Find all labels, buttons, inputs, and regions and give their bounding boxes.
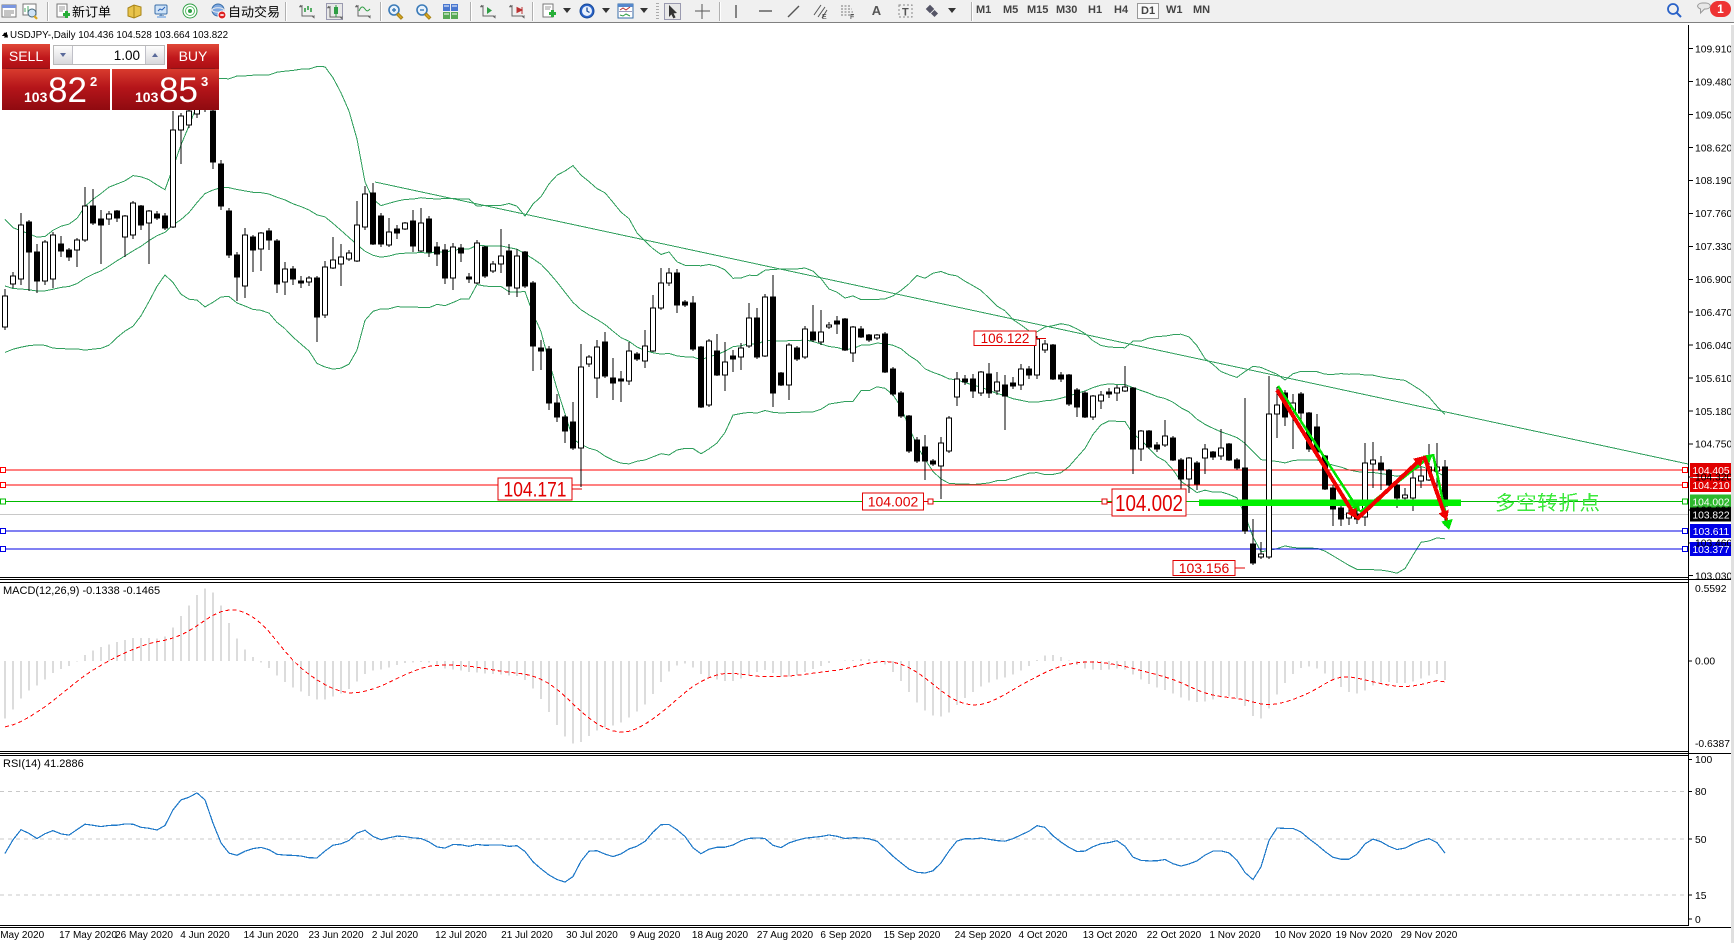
svg-text:108.620: 108.620 — [1695, 143, 1732, 154]
svg-text:27 Aug 2020: 27 Aug 2020 — [757, 930, 814, 941]
svg-text:15: 15 — [1695, 891, 1707, 902]
svg-text:22 Oct 2020: 22 Oct 2020 — [1147, 930, 1202, 941]
svg-text:108.190: 108.190 — [1695, 176, 1732, 187]
svg-text:7 May 2020: 7 May 2020 — [0, 930, 45, 941]
svg-text:106.122: 106.122 — [981, 331, 1030, 346]
svg-text:109.050: 109.050 — [1695, 110, 1732, 121]
svg-text:104.210: 104.210 — [1692, 481, 1729, 492]
svg-text:19 Nov 2020: 19 Nov 2020 — [1336, 930, 1393, 941]
svg-text:103.460: 103.460 — [1695, 539, 1732, 550]
svg-text:103.377: 103.377 — [1692, 545, 1729, 556]
svg-text:E: E — [822, 14, 827, 20]
svg-text:104.171: 104.171 — [504, 479, 567, 502]
svg-text:9 Aug 2020: 9 Aug 2020 — [630, 930, 681, 941]
svg-text:104.002: 104.002 — [1692, 497, 1729, 508]
svg-text:23 Jun 2020: 23 Jun 2020 — [308, 930, 363, 941]
svg-text:109.480: 109.480 — [1695, 77, 1732, 88]
svg-text:17 May 2020: 17 May 2020 — [59, 930, 117, 941]
svg-text:103.822: 103.822 — [1692, 510, 1729, 521]
svg-text:14 Jun 2020: 14 Jun 2020 — [243, 930, 298, 941]
svg-text:105.180: 105.180 — [1695, 407, 1732, 418]
svg-text:18 Aug 2020: 18 Aug 2020 — [692, 930, 749, 941]
svg-text:106.900: 106.900 — [1695, 275, 1732, 286]
svg-text:12 Jul 2020: 12 Jul 2020 — [435, 930, 487, 941]
svg-text:80: 80 — [1695, 787, 1707, 798]
svg-text:104.405: 104.405 — [1692, 466, 1729, 477]
svg-text:104.002: 104.002 — [1115, 490, 1183, 516]
svg-text:104.750: 104.750 — [1695, 440, 1732, 451]
svg-text:0: 0 — [1695, 915, 1701, 926]
svg-text:107.760: 107.760 — [1695, 209, 1732, 220]
svg-text:6 Sep 2020: 6 Sep 2020 — [820, 930, 872, 941]
svg-text:1 Nov 2020: 1 Nov 2020 — [1209, 930, 1261, 941]
svg-text:103.156: 103.156 — [1179, 560, 1230, 576]
svg-text:29 Nov 2020: 29 Nov 2020 — [1401, 930, 1458, 941]
svg-text:2 Jul 2020: 2 Jul 2020 — [372, 930, 419, 941]
svg-text:100: 100 — [1695, 755, 1712, 766]
svg-text:103.611: 103.611 — [1693, 527, 1730, 538]
svg-text:107.330: 107.330 — [1695, 242, 1732, 253]
svg-text:F: F — [850, 14, 854, 20]
svg-text:15 Sep 2020: 15 Sep 2020 — [884, 930, 941, 941]
svg-text:104.002: 104.002 — [868, 494, 919, 510]
svg-text:13 Oct 2020: 13 Oct 2020 — [1083, 930, 1138, 941]
svg-text:109.910: 109.910 — [1695, 44, 1732, 55]
svg-text:4 Jun 2020: 4 Jun 2020 — [180, 930, 230, 941]
svg-text:-0.6387: -0.6387 — [1695, 739, 1730, 750]
svg-text:104.320: 104.320 — [1695, 473, 1732, 484]
svg-text:21 Jul 2020: 21 Jul 2020 — [501, 930, 553, 941]
svg-text:105.610: 105.610 — [1695, 374, 1732, 385]
svg-text:106.470: 106.470 — [1695, 308, 1732, 319]
svg-text:MACD(12,26,9) -0.1338 -0.1465: MACD(12,26,9) -0.1338 -0.1465 — [3, 585, 160, 597]
svg-text:T: T — [902, 7, 909, 19]
svg-text:50: 50 — [1695, 835, 1707, 846]
svg-text:RSI(14) 41.2886: RSI(14) 41.2886 — [3, 758, 84, 770]
svg-text:4 Oct 2020: 4 Oct 2020 — [1019, 930, 1068, 941]
svg-text:10 Nov 2020: 10 Nov 2020 — [1275, 930, 1332, 941]
svg-text:0.00: 0.00 — [1695, 656, 1715, 667]
svg-text:103.030: 103.030 — [1695, 572, 1732, 583]
svg-text:24 Sep 2020: 24 Sep 2020 — [955, 930, 1012, 941]
svg-text:30 Jul 2020: 30 Jul 2020 — [566, 930, 618, 941]
svg-text:26 May 2020: 26 May 2020 — [115, 930, 173, 941]
svg-text:106.040: 106.040 — [1695, 341, 1732, 352]
svg-text:USDJPY-,Daily 104.436 104.528: USDJPY-,Daily 104.436 104.528 103.664 10… — [10, 30, 228, 41]
svg-text:0.5592: 0.5592 — [1695, 584, 1727, 595]
svg-text:103.890: 103.890 — [1695, 506, 1732, 517]
